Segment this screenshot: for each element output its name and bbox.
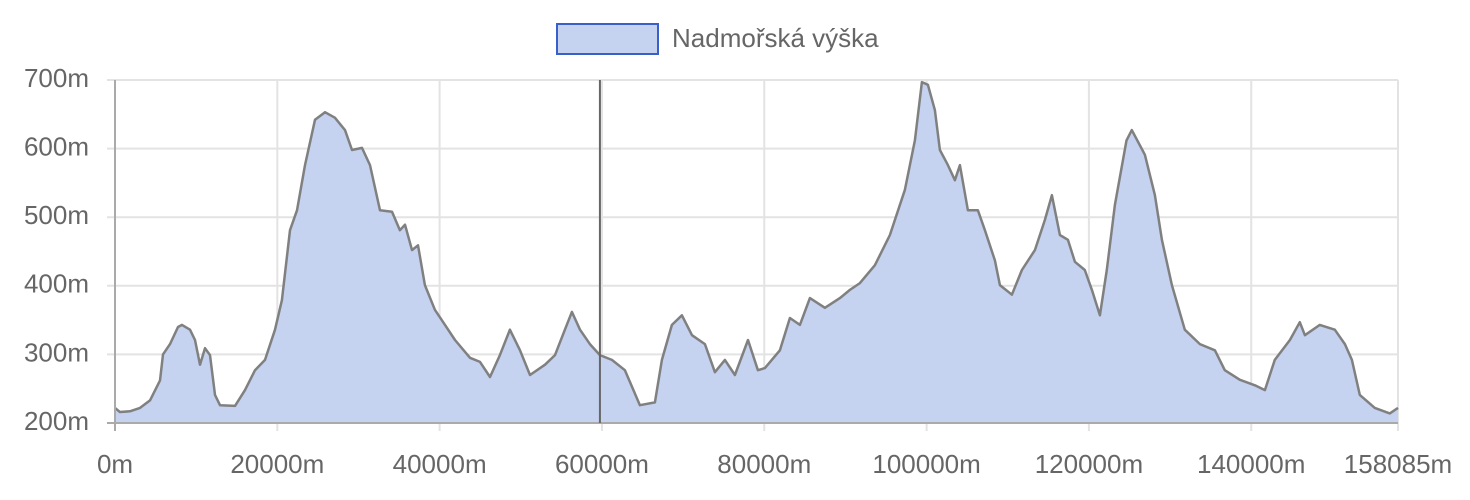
x-tick-label: 140000m xyxy=(1197,449,1305,479)
elevation-line xyxy=(114,80,1399,415)
x-tick-label: 120000m xyxy=(1035,449,1143,479)
legend-swatch xyxy=(556,23,659,55)
x-tick-label: 80000m xyxy=(717,449,811,479)
y-tick-label: 600m xyxy=(24,131,89,161)
x-tick-label: 158085m xyxy=(1344,449,1452,479)
x-tick-label: 100000m xyxy=(872,449,980,479)
x-tick-label: 0m xyxy=(97,449,133,479)
y-tick-label: 400m xyxy=(24,269,89,299)
y-tick-label: 700m xyxy=(24,63,89,93)
area-fill xyxy=(115,82,1398,423)
x-tick-label: 20000m xyxy=(230,449,324,479)
x-tick-label: 60000m xyxy=(555,449,649,479)
y-tick-label: 500m xyxy=(24,200,89,230)
x-tick-label: 40000m xyxy=(393,449,487,479)
y-tick-label: 300m xyxy=(24,337,89,367)
legend-label: Nadmořská výška xyxy=(672,23,879,53)
y-tick-label: 200m xyxy=(24,406,89,436)
